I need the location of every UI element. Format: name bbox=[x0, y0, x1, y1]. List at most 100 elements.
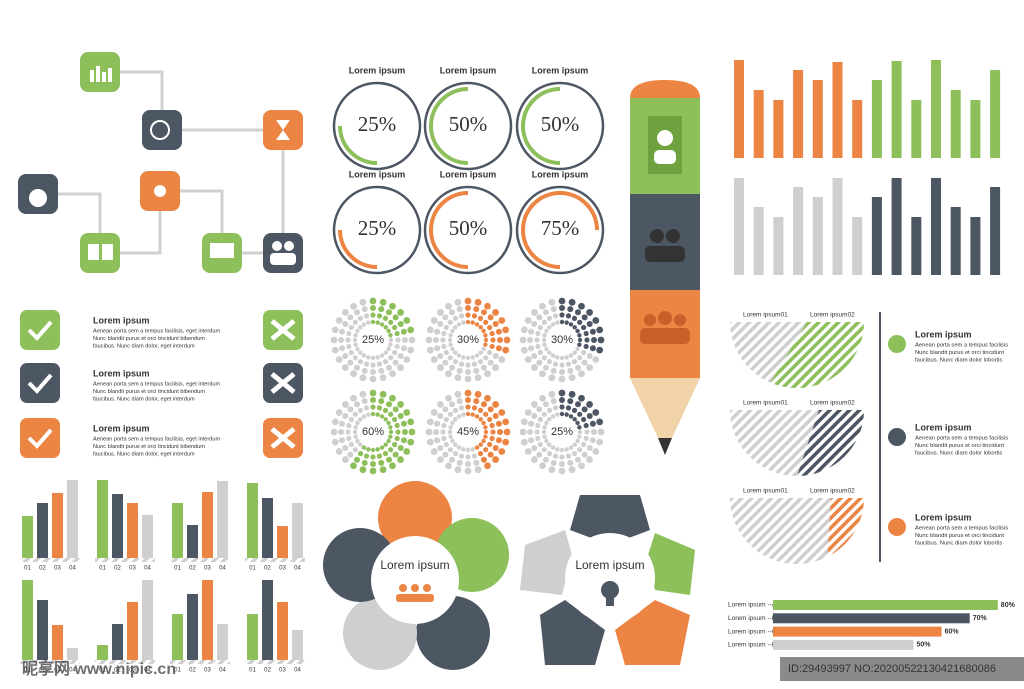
mini-bar bbox=[112, 494, 123, 558]
burst-dot bbox=[370, 397, 376, 403]
burst-dot bbox=[565, 453, 572, 459]
burst-dot bbox=[386, 401, 392, 408]
burst-dot bbox=[330, 428, 338, 436]
burst-dot bbox=[589, 345, 596, 352]
check-text: faucibus. Nunc diam dolor, eget interdum bbox=[93, 396, 195, 402]
burst-dot bbox=[474, 414, 480, 419]
burst-dot bbox=[359, 390, 367, 398]
burst-dot bbox=[578, 302, 585, 310]
burst-dot bbox=[456, 459, 463, 466]
burst-dot bbox=[474, 374, 482, 382]
burst-dot bbox=[395, 337, 401, 343]
burst-dot bbox=[386, 364, 392, 371]
burst-dot bbox=[524, 409, 532, 416]
burst-dot bbox=[442, 314, 449, 321]
burst-dot bbox=[544, 346, 549, 352]
mini-bar bbox=[247, 614, 258, 660]
ring-label: Lorem ipsum bbox=[440, 169, 497, 179]
burst-dot bbox=[592, 356, 600, 363]
burst-dot bbox=[346, 422, 352, 429]
column-bar bbox=[753, 90, 764, 158]
burst-dot bbox=[342, 364, 349, 371]
burst-dot bbox=[445, 462, 452, 470]
burst-dot bbox=[465, 397, 471, 403]
burst-dot bbox=[465, 411, 471, 417]
burst-dot bbox=[355, 438, 360, 444]
burst-dot bbox=[470, 447, 475, 452]
burst-dot bbox=[464, 389, 472, 397]
burst-dot bbox=[546, 315, 553, 321]
burst-dot bbox=[477, 451, 484, 457]
burst-dot bbox=[559, 404, 565, 410]
column-bar bbox=[852, 100, 863, 158]
burst-dot bbox=[502, 438, 510, 446]
burst-dot bbox=[335, 356, 343, 363]
burst-dot bbox=[470, 412, 475, 417]
burst-dot bbox=[536, 314, 543, 321]
column-bar bbox=[793, 70, 804, 158]
mini-category: 04 bbox=[294, 668, 301, 674]
burst-dot bbox=[592, 409, 600, 416]
burst-dot bbox=[495, 345, 502, 352]
burst-dot bbox=[443, 349, 449, 356]
burst-dot bbox=[382, 315, 389, 321]
burst-dot bbox=[483, 411, 489, 417]
burst-dot bbox=[392, 441, 398, 448]
burst-dot bbox=[555, 320, 560, 325]
burst-dot bbox=[483, 333, 488, 338]
burst-dot bbox=[489, 343, 495, 350]
burst-dot bbox=[471, 313, 478, 319]
mini-category: 03 bbox=[54, 668, 61, 674]
burst-dot bbox=[546, 451, 553, 457]
burst-dot bbox=[447, 355, 453, 361]
mini-category: 02 bbox=[264, 566, 271, 572]
burst-dot bbox=[492, 364, 499, 371]
burst-dot bbox=[388, 411, 394, 417]
burst-dot bbox=[481, 401, 487, 408]
burst-dot bbox=[584, 429, 590, 435]
burst-dot bbox=[392, 451, 399, 458]
burst-dot bbox=[490, 429, 496, 435]
check-box bbox=[20, 418, 60, 458]
burst-dot bbox=[434, 328, 441, 335]
burst-dot bbox=[453, 417, 458, 422]
burst-dot bbox=[395, 429, 401, 435]
burst-dot bbox=[492, 401, 499, 408]
burst-dot bbox=[474, 322, 480, 327]
burst-dot bbox=[437, 321, 444, 327]
burst-dot bbox=[448, 434, 453, 439]
burst-dot bbox=[550, 353, 556, 358]
column-bar bbox=[832, 178, 843, 275]
burst-dot bbox=[426, 326, 434, 334]
burst-dot bbox=[452, 451, 459, 457]
burst-dot bbox=[453, 325, 458, 330]
burst-dot bbox=[347, 314, 354, 321]
burst-dot bbox=[461, 355, 466, 360]
burst-dot bbox=[361, 367, 368, 374]
column-bar bbox=[911, 100, 922, 158]
column-bar bbox=[970, 217, 981, 275]
burst-dot bbox=[370, 447, 376, 453]
ring-arc bbox=[429, 191, 469, 269]
burst-dot bbox=[382, 359, 389, 365]
burst-dot bbox=[498, 409, 506, 416]
burst-dot bbox=[567, 459, 574, 466]
burst-dot bbox=[388, 355, 394, 361]
burst-dot bbox=[379, 466, 387, 474]
burst-dot bbox=[584, 337, 590, 343]
burst-dot bbox=[581, 406, 588, 413]
burst-dot bbox=[443, 324, 449, 331]
burst-dot bbox=[502, 346, 510, 354]
burst-dot bbox=[555, 447, 560, 452]
burst-dot bbox=[397, 401, 404, 408]
mini-category: 04 bbox=[294, 566, 301, 572]
burst-dot bbox=[547, 417, 552, 422]
burst-dot bbox=[437, 353, 444, 359]
burst-dot bbox=[361, 322, 367, 327]
burst-dot bbox=[567, 367, 574, 374]
mini-category: 01 bbox=[249, 566, 256, 572]
burst-dot bbox=[369, 297, 377, 305]
mini-baseline bbox=[20, 558, 80, 562]
mini-bar bbox=[187, 594, 198, 660]
mini-baseline bbox=[245, 558, 305, 562]
